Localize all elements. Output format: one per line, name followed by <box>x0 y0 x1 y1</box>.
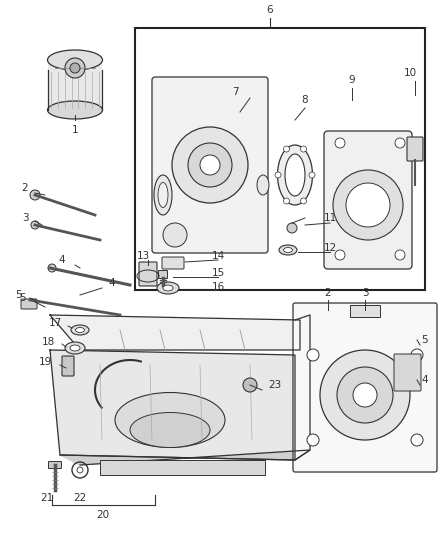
Ellipse shape <box>75 327 85 333</box>
Circle shape <box>283 146 290 152</box>
Ellipse shape <box>130 413 210 448</box>
Text: 5: 5 <box>422 335 428 345</box>
Text: 4: 4 <box>109 278 115 288</box>
Text: 1: 1 <box>72 125 78 135</box>
Circle shape <box>333 170 403 240</box>
FancyBboxPatch shape <box>21 299 37 309</box>
Text: 3: 3 <box>362 288 368 298</box>
Bar <box>135 28 425 290</box>
Text: 5: 5 <box>19 293 25 303</box>
Text: 16: 16 <box>212 282 225 292</box>
FancyBboxPatch shape <box>394 354 421 391</box>
Polygon shape <box>50 350 295 460</box>
Text: 23: 23 <box>268 380 282 390</box>
Circle shape <box>395 250 405 260</box>
Text: 13: 13 <box>136 251 150 261</box>
Ellipse shape <box>157 282 179 294</box>
Text: 18: 18 <box>41 337 55 347</box>
Text: 14: 14 <box>212 251 225 261</box>
Circle shape <box>346 183 390 227</box>
Ellipse shape <box>65 342 85 354</box>
Ellipse shape <box>158 182 168 207</box>
Text: 3: 3 <box>22 213 28 223</box>
Circle shape <box>307 434 319 446</box>
Ellipse shape <box>278 145 312 205</box>
Ellipse shape <box>283 247 293 253</box>
Circle shape <box>353 383 377 407</box>
Text: 20: 20 <box>96 510 110 520</box>
Ellipse shape <box>285 154 305 196</box>
Circle shape <box>70 63 80 73</box>
Circle shape <box>172 127 248 203</box>
Circle shape <box>31 221 39 229</box>
Text: 19: 19 <box>39 357 52 367</box>
Circle shape <box>320 350 410 440</box>
Ellipse shape <box>47 101 102 119</box>
Text: 22: 22 <box>74 493 87 503</box>
Text: 7: 7 <box>232 87 238 97</box>
Text: 5: 5 <box>15 290 21 300</box>
Text: 2: 2 <box>22 183 28 193</box>
Circle shape <box>300 198 307 204</box>
FancyBboxPatch shape <box>152 77 268 253</box>
Bar <box>48 60 102 110</box>
Text: 6: 6 <box>267 5 273 15</box>
Text: 4: 4 <box>422 375 428 385</box>
FancyBboxPatch shape <box>49 462 61 469</box>
Polygon shape <box>60 450 310 465</box>
Circle shape <box>395 138 405 148</box>
Text: 11: 11 <box>323 213 337 223</box>
FancyBboxPatch shape <box>159 271 167 279</box>
Ellipse shape <box>154 175 172 215</box>
FancyBboxPatch shape <box>139 262 157 286</box>
FancyBboxPatch shape <box>293 303 437 472</box>
Circle shape <box>30 190 40 200</box>
Bar <box>100 460 265 475</box>
Text: 8: 8 <box>302 95 308 105</box>
Circle shape <box>411 434 423 446</box>
Circle shape <box>337 367 393 423</box>
Polygon shape <box>295 315 310 460</box>
Circle shape <box>309 172 315 178</box>
Polygon shape <box>50 315 300 350</box>
Ellipse shape <box>71 325 89 335</box>
Ellipse shape <box>279 245 297 255</box>
Circle shape <box>188 143 232 187</box>
Circle shape <box>243 378 257 392</box>
FancyBboxPatch shape <box>62 356 74 376</box>
Circle shape <box>411 349 423 361</box>
Circle shape <box>200 155 220 175</box>
Text: 9: 9 <box>349 75 355 85</box>
FancyBboxPatch shape <box>407 137 423 161</box>
Text: 21: 21 <box>40 493 53 503</box>
FancyBboxPatch shape <box>324 131 412 269</box>
Circle shape <box>275 172 281 178</box>
Circle shape <box>48 264 56 272</box>
Text: 15: 15 <box>212 268 225 278</box>
Ellipse shape <box>163 285 173 291</box>
Ellipse shape <box>257 175 269 195</box>
Circle shape <box>335 138 345 148</box>
Text: 12: 12 <box>323 243 337 253</box>
Text: 4: 4 <box>59 255 65 265</box>
Circle shape <box>307 349 319 361</box>
Ellipse shape <box>115 392 225 448</box>
Ellipse shape <box>70 345 80 351</box>
Ellipse shape <box>47 50 102 70</box>
Text: 17: 17 <box>48 318 62 328</box>
Bar <box>350 305 380 317</box>
Text: 10: 10 <box>403 68 417 78</box>
Circle shape <box>65 58 85 78</box>
FancyBboxPatch shape <box>162 257 184 269</box>
Circle shape <box>300 146 307 152</box>
Circle shape <box>283 198 290 204</box>
Circle shape <box>335 250 345 260</box>
Text: 2: 2 <box>325 288 331 298</box>
Circle shape <box>163 223 187 247</box>
Circle shape <box>287 223 297 233</box>
